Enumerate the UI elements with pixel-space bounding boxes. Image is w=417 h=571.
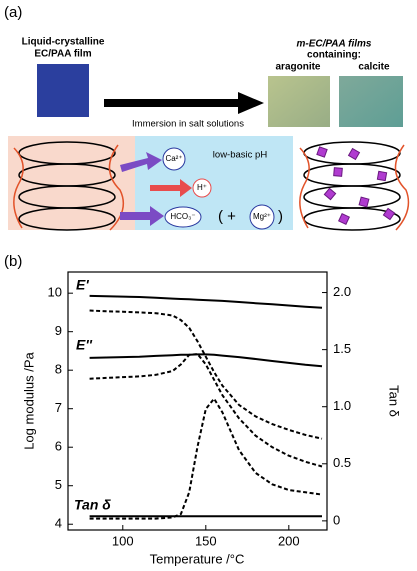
y-tick-label: 8 — [55, 362, 62, 377]
page: (a) Liquid-crystalline EC/PAA film Immer… — [0, 0, 417, 571]
x-tick-label: 150 — [195, 533, 217, 548]
annotation: E'' — [76, 337, 93, 353]
y2-axis-label: Tan δ — [387, 385, 402, 417]
y-tick-label: 7 — [55, 400, 62, 415]
ion-label: Mg²⁺ — [253, 212, 271, 221]
y2-tick-label: 1.0 — [333, 398, 351, 413]
film-label: m-EC/PAA films — [296, 39, 371, 50]
ion-label: H⁺ — [197, 183, 207, 192]
y2-tick-label: 0 — [333, 512, 340, 527]
calcite-image — [339, 76, 403, 127]
paren: ( + — [218, 208, 236, 225]
ion-label: Ca²⁺ — [165, 154, 182, 163]
y-tick-label: 5 — [55, 477, 62, 492]
mineral-label: aragonite — [275, 62, 320, 73]
y2-tick-label: 1.5 — [333, 341, 351, 356]
annotation: Tan δ — [74, 497, 111, 513]
x-tick-label: 100 — [112, 533, 134, 548]
film-label: Liquid-crystalline — [22, 37, 105, 48]
plot-frame — [68, 272, 327, 530]
panel-label: (a) — [4, 4, 22, 21]
film-label: EC/PAA film — [34, 49, 91, 60]
paren: ) — [278, 208, 283, 225]
y-axis-label: Log modulus /Pa — [21, 351, 36, 449]
ion-label: HCO₃⁻ — [170, 212, 195, 221]
data-line — [90, 296, 322, 308]
figure: (a) Liquid-crystalline EC/PAA film Immer… — [0, 0, 417, 571]
panel-label: (b) — [4, 253, 22, 270]
y2-tick-label: 0.5 — [333, 455, 351, 470]
arrow-head — [238, 92, 264, 114]
ph-label: low-basic pH — [213, 150, 268, 161]
data-line — [90, 399, 322, 519]
data-line — [90, 311, 322, 439]
y-tick-label: 4 — [55, 516, 62, 531]
x-axis-label: Temperature /°C — [150, 551, 245, 566]
y-tick-label: 6 — [55, 439, 62, 454]
film-image — [37, 64, 89, 117]
y2-tick-label: 2.0 — [333, 284, 351, 299]
film-label: containing: — [307, 50, 361, 61]
schematic-bg — [8, 136, 135, 230]
arrow-text: Immersion in salt solutions — [132, 119, 244, 130]
mineral-label: calcite — [358, 62, 390, 73]
y-tick-label: 9 — [55, 323, 62, 338]
aragonite-image — [268, 76, 330, 127]
annotation: E' — [76, 277, 89, 293]
y-tick-label: 10 — [48, 285, 62, 300]
x-tick-label: 200 — [278, 533, 300, 548]
